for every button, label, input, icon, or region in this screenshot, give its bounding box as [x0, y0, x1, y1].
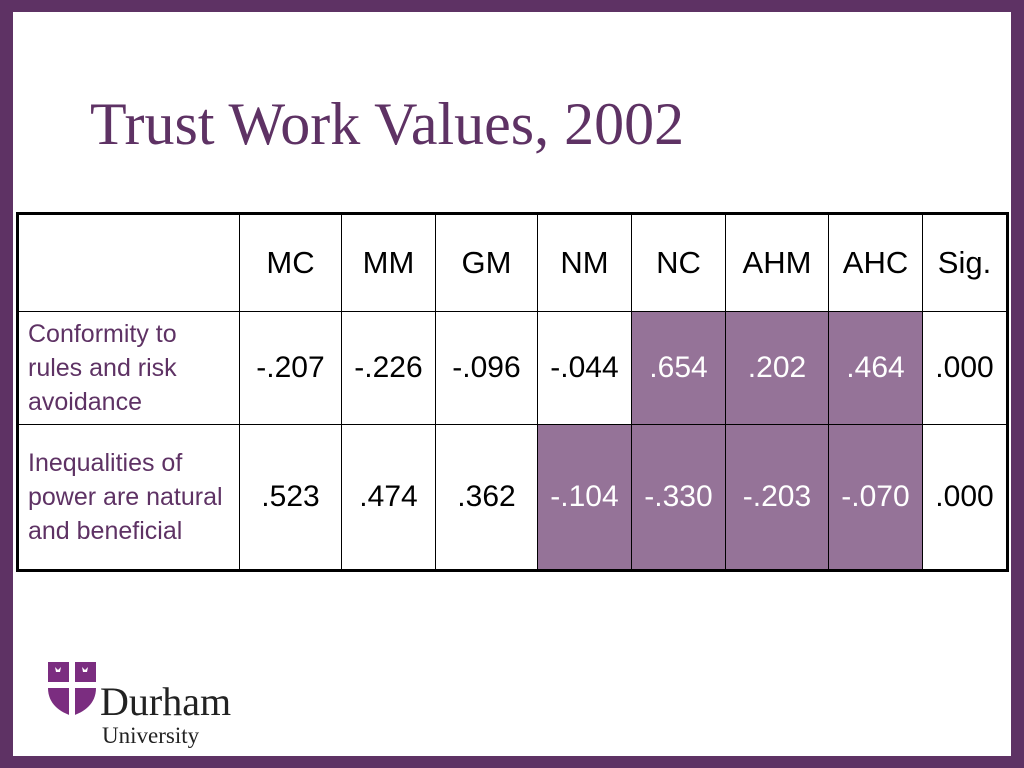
table-cell: .202: [725, 311, 829, 425]
table-cell: -.203: [725, 424, 829, 571]
table-cell: -.104: [537, 424, 632, 571]
table-cell: -.096: [435, 311, 538, 425]
slide: Trust Work Values, 2002 MC MM GM NM NC A…: [13, 12, 1011, 756]
header-mm: MM: [341, 213, 436, 312]
header-nc: NC: [631, 213, 726, 312]
table-cell: -.330: [631, 424, 726, 571]
table-row: Conformity to rules and risk avoidance -…: [17, 311, 1008, 425]
logo-subtitle: University: [102, 723, 200, 748]
header-ahc: AHC: [828, 213, 923, 312]
university-logo: Durham University: [46, 660, 246, 750]
logo-name: Durham: [100, 679, 232, 724]
row-label: Inequalities of power are natural and be…: [17, 424, 240, 571]
header-mc: MC: [239, 213, 342, 312]
table-cell: -.226: [341, 311, 436, 425]
table-cell: .362: [435, 424, 538, 571]
crest-icon: [48, 662, 96, 716]
table-cell: -.070: [828, 424, 923, 571]
values-table: MC MM GM NM NC AHM AHC Sig. Conformity t…: [16, 212, 1009, 572]
table-cell: .000: [922, 311, 1008, 425]
table-cell: .523: [239, 424, 342, 571]
table-cell: -.207: [239, 311, 342, 425]
header-corner: [17, 213, 240, 312]
header-ahm: AHM: [725, 213, 829, 312]
row-label: Conformity to rules and risk avoidance: [17, 311, 240, 425]
table-row: Inequalities of power are natural and be…: [17, 424, 1008, 571]
table-cell: .000: [922, 424, 1008, 571]
header-nm: NM: [537, 213, 632, 312]
header-sig: Sig.: [922, 213, 1008, 312]
table-cell: .654: [631, 311, 726, 425]
header-gm: GM: [435, 213, 538, 312]
slide-title: Trust Work Values, 2002: [90, 91, 685, 157]
table-cell: -.044: [537, 311, 632, 425]
table-header-row: MC MM GM NM NC AHM AHC Sig.: [17, 213, 1008, 312]
table-cell: .474: [341, 424, 436, 571]
table-cell: .464: [828, 311, 923, 425]
